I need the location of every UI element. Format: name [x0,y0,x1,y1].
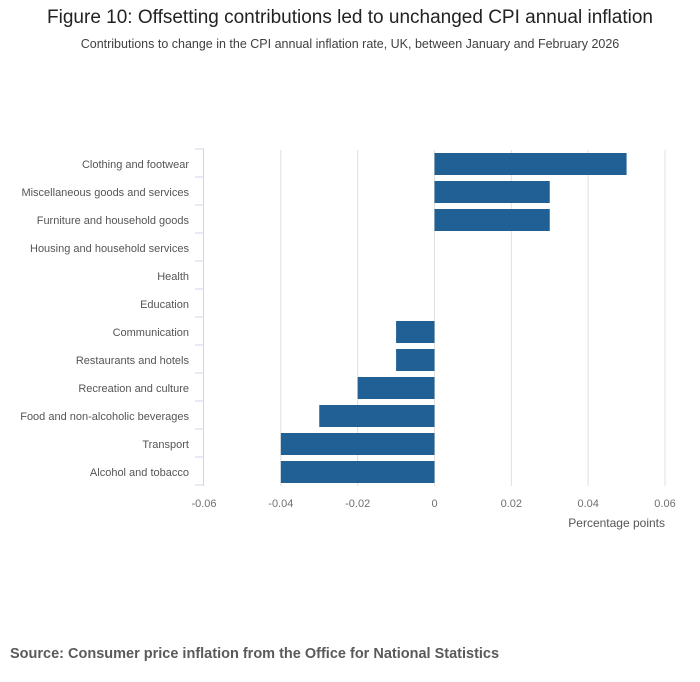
bar [319,405,435,427]
x-tick-label: 0.06 [654,498,675,510]
chart-title: Figure 10: Offsetting contributions led … [47,7,653,28]
bar [434,209,550,231]
x-axis-title: Percentage points [568,516,665,530]
category-label: Alcohol and tobacco [90,467,189,479]
bar [434,181,550,203]
category-label: Health [157,271,189,283]
bar [280,433,435,455]
category-label: Food and non-alcoholic beverages [20,411,189,423]
category-label: Transport [142,439,189,451]
category-label: Housing and household services [30,243,189,255]
x-tick-label: -0.02 [345,498,370,510]
x-tick-label: 0 [431,498,437,510]
category-label: Restaurants and hotels [76,355,190,367]
x-tick-label: 0.02 [501,498,522,510]
category-label: Education [140,299,189,311]
x-tick-label: -0.04 [268,498,293,510]
bar [280,461,435,483]
bar [357,377,435,399]
source-note: Source: Consumer price inflation from th… [10,646,500,662]
x-tick-label: -0.06 [191,498,216,510]
x-tick-label: 0.04 [577,498,598,510]
category-label: Miscellaneous goods and services [21,187,189,199]
category-label: Furniture and household goods [37,215,190,227]
chart-subtitle: Contributions to change in the CPI annua… [80,37,620,51]
category-label: Communication [113,327,189,339]
bar [396,321,435,343]
category-label: Clothing and footwear [82,159,189,171]
category-label: Recreation and culture [78,383,189,395]
bar [434,153,627,175]
bar [396,349,435,371]
